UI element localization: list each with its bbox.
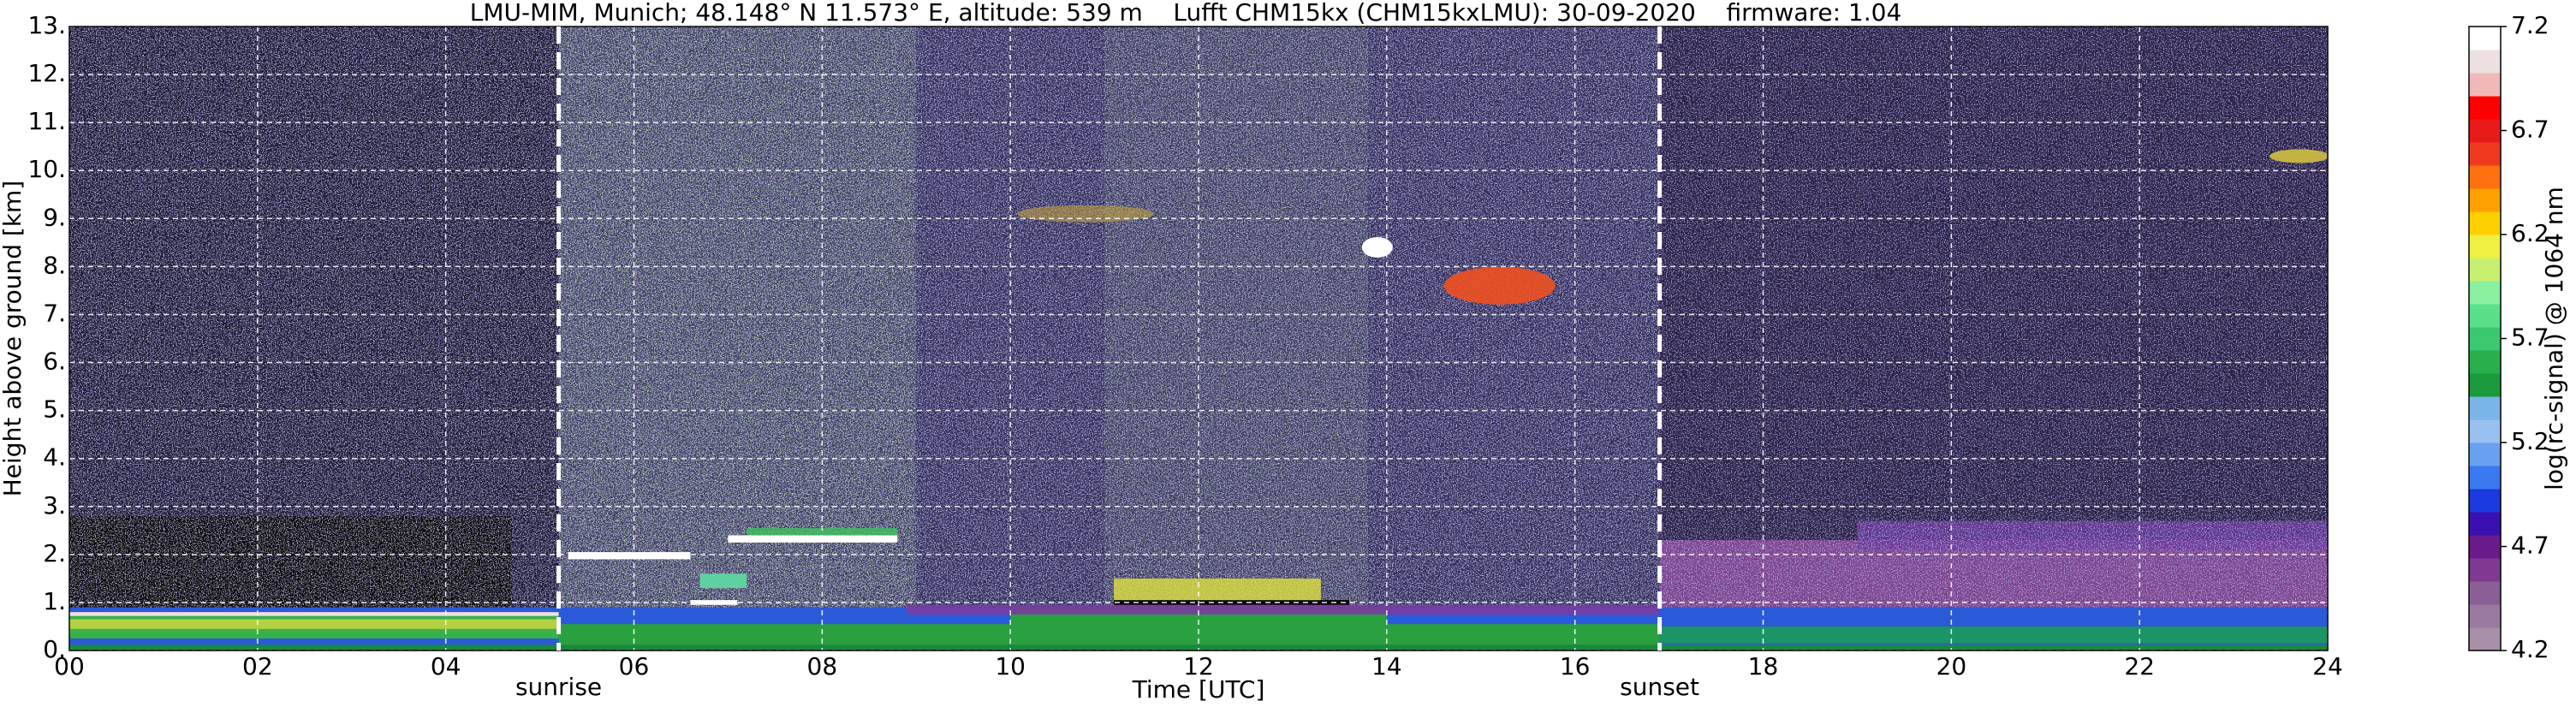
y-tick-label: 12. <box>27 59 66 87</box>
x-tick-label: 18 <box>1748 652 1779 680</box>
field-cloud <box>2270 149 2328 163</box>
x-tick-label: 10 <box>995 652 1026 680</box>
field-region <box>1114 578 1321 601</box>
colorbar-swatch <box>2469 188 2501 212</box>
y-tick-label: 7. <box>43 299 66 327</box>
colorbar-swatch <box>2469 419 2501 443</box>
colorbar-swatch <box>2469 535 2501 559</box>
colorbar-swatch <box>2469 443 2501 466</box>
field-cloud <box>1361 236 1393 258</box>
colorbar-tick-label: 5.2 <box>2511 427 2549 455</box>
colorbar-swatch <box>2469 350 2501 374</box>
backscatter-field <box>69 27 2328 651</box>
field-region <box>747 528 898 536</box>
colorbar-label: log(rc-signal) @ 1064 nm <box>2540 187 2568 490</box>
x-tick-label: 24 <box>2312 652 2343 680</box>
field-region <box>699 573 747 589</box>
colorbar-tick-label: 7.2 <box>2511 11 2549 39</box>
y-tick-label: 9. <box>43 203 66 231</box>
y-axis-label: Height above ground [km] <box>0 181 27 497</box>
colorbar-swatch <box>2469 119 2501 143</box>
x-tick-label: 06 <box>619 652 650 680</box>
y-tick-label: 5. <box>43 395 66 424</box>
x-tick-label: 04 <box>431 652 461 680</box>
y-tick-label: 1. <box>43 587 66 615</box>
x-tick-label: 12 <box>1183 652 1214 680</box>
annotation-label: sunrise <box>515 673 602 701</box>
colorbar-tick-label: 6.7 <box>2511 116 2549 144</box>
x-tick-label: 20 <box>1936 652 1967 680</box>
colorbar-swatch <box>2469 165 2501 189</box>
colorbar-swatch <box>2469 489 2501 513</box>
colorbar-swatch <box>2469 142 2501 166</box>
colorbar-swatch <box>2469 281 2501 305</box>
colorbar-swatch <box>2469 96 2501 120</box>
annotation-label: sunset <box>1620 673 1699 701</box>
colorbar-swatch <box>2469 581 2501 605</box>
colorbar-swatch <box>2469 235 2501 258</box>
y-tick-label: 10. <box>27 155 66 183</box>
y-tick-label: 4. <box>43 443 66 472</box>
field-region <box>907 604 1660 615</box>
field-region <box>1659 626 2328 644</box>
colorbar-swatch <box>2469 466 2501 490</box>
x-tick-label: 08 <box>807 652 838 680</box>
colorbar-tick-label: 6.2 <box>2511 219 2549 247</box>
colorbar-swatch <box>2469 604 2501 628</box>
colorbar-swatch <box>2469 627 2501 651</box>
field-cloud <box>1017 205 1155 223</box>
y-tick-label: 8. <box>43 251 66 279</box>
y-tick-label: 0. <box>43 635 66 663</box>
colorbar-tick-label: 4.2 <box>2511 635 2549 663</box>
colorbar-swatch <box>2469 396 2501 420</box>
colorbar-tick-label: 5.7 <box>2511 324 2549 352</box>
colorbar-tick-label: 4.7 <box>2511 532 2549 560</box>
field-region <box>568 552 691 560</box>
x-tick-label: 00 <box>54 652 85 680</box>
field-region <box>558 27 917 651</box>
colorbar-swatch <box>2469 258 2501 282</box>
x-tick-label: 22 <box>2124 652 2155 680</box>
colorbar-swatch <box>2469 512 2501 536</box>
field-cloud <box>1443 266 1556 305</box>
y-tick-label: 13. <box>27 11 66 39</box>
field-region <box>69 619 559 629</box>
colorbar-swatch <box>2469 211 2501 235</box>
y-tick-label: 2. <box>43 539 66 567</box>
x-axis-label: Time [UTC] <box>1132 675 1265 704</box>
plot-frame <box>68 26 2329 651</box>
field-region <box>728 535 898 543</box>
y-tick-label: 3. <box>43 491 66 520</box>
colorbar-swatch <box>2469 304 2501 328</box>
chart-title: LMU-MIM, Munich; 48.148° N 11.573° E, al… <box>470 0 1902 27</box>
x-tick-label: 02 <box>242 652 273 680</box>
colorbar-swatch <box>2469 50 2501 74</box>
colorbar-swatch <box>2469 558 2501 582</box>
y-tick-label: 11. <box>27 107 66 135</box>
field-region <box>1104 27 1368 651</box>
colorbar-swatch <box>2469 327 2501 351</box>
colorbar-swatch <box>2469 73 2501 97</box>
x-tick-label: 16 <box>1560 652 1591 680</box>
x-tick-label: 14 <box>1371 652 1402 680</box>
field-region <box>69 612 559 616</box>
colorbar-swatch <box>2469 27 2501 50</box>
y-tick-label: 6. <box>43 348 66 376</box>
field-region <box>69 645 2328 651</box>
colorbar-swatch <box>2469 373 2501 397</box>
